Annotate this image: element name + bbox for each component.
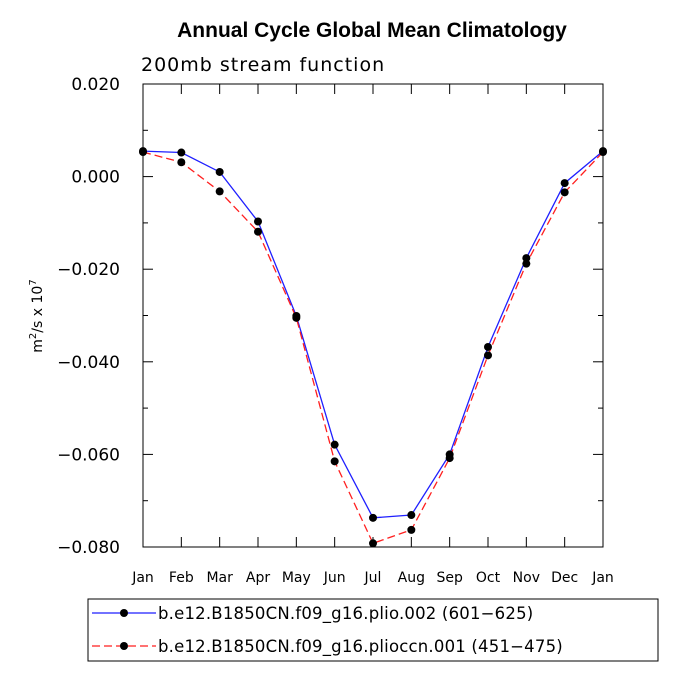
x-tick-label: Oct (476, 570, 501, 586)
x-tick-label: Dec (551, 570, 578, 586)
y-tick-label: −0.020 (57, 260, 120, 280)
x-tick-label: Nov (513, 570, 540, 586)
y-tick-label: −0.040 (57, 353, 120, 373)
y-axis-ticks: 0.020 0.000 −0.020 −0.040 −0.060 −0.080 (57, 75, 603, 558)
series-1-point (369, 513, 377, 522)
series-2-point (292, 313, 301, 322)
series-2-point (599, 148, 607, 157)
y-tick-label: 0.020 (71, 75, 120, 95)
series-1-point (522, 254, 531, 263)
series-2-point (139, 148, 147, 157)
chart-title: Annual Cycle Global Mean Climatology (177, 19, 567, 42)
series-1-point (560, 179, 569, 188)
chart-subtitle: 200mb stream function (141, 54, 385, 76)
legend-box (87, 598, 659, 662)
x-tick-label: Jan (131, 570, 154, 586)
x-tick-label: Mar (206, 570, 233, 586)
series-1-point (254, 217, 262, 226)
x-tick-label: Apr (246, 570, 270, 586)
x-tick-label: Jul (364, 570, 382, 586)
x-tick-label: Feb (169, 570, 194, 586)
y-axis-label-unit: m (30, 339, 46, 353)
y-tick-label: 0.000 (71, 168, 120, 188)
x-tick-label: Sep (436, 570, 463, 586)
plot-frame (142, 83, 604, 548)
legend-marker-2 (120, 642, 128, 650)
series-2-point (407, 525, 416, 534)
series-2-point (522, 259, 531, 268)
series-2-point (445, 454, 454, 463)
x-tick-label: Jan (591, 570, 614, 586)
series-2-point (177, 158, 186, 167)
legend: b.e12.B1850CN.f09_g16.plio.002 (601−625)… (92, 604, 563, 657)
series-layer (139, 147, 607, 548)
series-2-point (330, 457, 339, 466)
series-1-point (215, 167, 224, 176)
y-axis-label: m2/s x 107 (28, 279, 46, 352)
y-tick-label: −0.080 (57, 538, 120, 558)
series-1-point (484, 342, 492, 351)
x-tick-label: Jun (323, 570, 346, 586)
series-line-2 (142, 151, 604, 545)
x-axis-ticks: Jan Feb Mar Apr May Jun Jul Aug Sep Oct Nov Dec Jan (131, 84, 614, 586)
y-axis-label-sup-1: 2 (28, 333, 39, 339)
y-axis-label-sup-2: 7 (28, 279, 39, 285)
series-1-point (330, 440, 339, 449)
legend-label-1: b.e12.B1850CN.f09_g16.plio.002 (601−625) (158, 604, 533, 624)
x-tick-label: Aug (398, 570, 425, 586)
series-2-point (369, 539, 377, 548)
series-1-point (407, 511, 416, 520)
series-2-point (484, 351, 492, 360)
series-2-point (215, 187, 224, 196)
legend-marker-1 (120, 609, 128, 617)
y-axis-label-mid: /s x 10 (30, 286, 46, 333)
y-tick-label: −0.060 (57, 445, 120, 465)
series-2-point (560, 188, 569, 197)
x-tick-label: May (282, 570, 311, 586)
series-2-point (254, 227, 262, 236)
series-1-point (177, 148, 186, 157)
legend-label-2: b.e12.B1850CN.f09_g16.plioccn.001 (451−4… (158, 637, 563, 657)
series-line-1 (142, 150, 604, 519)
